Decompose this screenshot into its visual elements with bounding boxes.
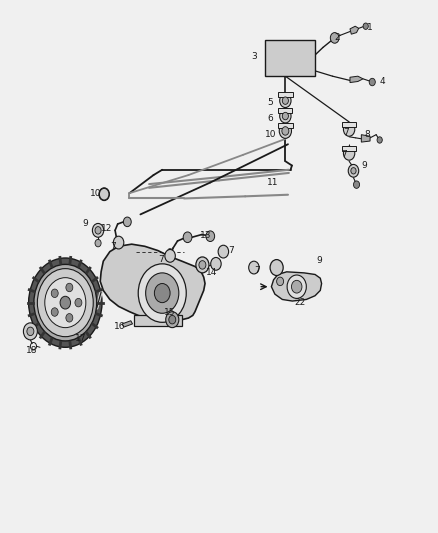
Text: 8: 8 [364,130,370,139]
Text: 17: 17 [75,334,86,343]
Polygon shape [100,244,205,321]
Text: 3: 3 [251,52,257,61]
Circle shape [92,223,104,237]
Text: 22: 22 [294,298,305,307]
Circle shape [183,232,192,243]
Circle shape [330,33,339,43]
Text: 1: 1 [367,23,372,32]
Text: 9: 9 [361,161,367,170]
Circle shape [169,316,176,324]
Bar [279,108,292,113]
Circle shape [51,289,58,297]
Bar [134,316,182,326]
Circle shape [34,264,97,341]
Circle shape [218,245,229,258]
Circle shape [138,264,186,322]
Circle shape [60,296,71,309]
Text: 7: 7 [343,128,349,137]
Circle shape [99,188,110,200]
Circle shape [23,323,37,340]
Circle shape [369,78,375,86]
Circle shape [249,261,259,274]
Circle shape [154,284,170,303]
Text: 12: 12 [101,224,113,233]
Circle shape [146,273,179,313]
Circle shape [28,258,102,348]
Circle shape [291,280,302,293]
Circle shape [66,313,73,322]
Polygon shape [350,26,359,34]
Circle shape [113,236,124,249]
Bar [278,123,293,128]
Circle shape [270,260,283,276]
Circle shape [211,257,221,270]
Circle shape [166,312,179,328]
Text: 4: 4 [380,77,385,86]
Text: 10: 10 [265,130,276,139]
Circle shape [206,231,215,241]
Text: 7: 7 [228,246,234,255]
Bar [342,146,356,151]
Bar [342,122,356,127]
Circle shape [37,269,93,337]
Polygon shape [272,272,321,301]
Circle shape [277,277,284,286]
Circle shape [343,123,355,136]
Text: 11: 11 [266,178,278,187]
Circle shape [124,217,131,227]
Circle shape [343,147,355,160]
Text: 14: 14 [206,269,217,277]
Circle shape [363,23,368,29]
Circle shape [199,261,206,269]
Circle shape [282,127,289,135]
Bar [278,92,293,98]
Circle shape [377,137,382,143]
Text: 13: 13 [200,231,212,240]
Circle shape [283,112,288,120]
Polygon shape [122,321,133,327]
Text: 9: 9 [82,220,88,229]
Circle shape [353,181,360,188]
Polygon shape [350,76,363,83]
Text: 10: 10 [90,189,102,198]
Circle shape [45,278,86,328]
Text: 7: 7 [342,150,347,159]
Circle shape [280,109,291,123]
Circle shape [51,308,58,316]
Text: 2: 2 [334,34,340,43]
Circle shape [66,283,73,292]
Text: 18: 18 [25,346,37,355]
Circle shape [196,257,209,273]
Circle shape [75,298,82,307]
Polygon shape [361,135,370,142]
Text: 16: 16 [114,322,126,331]
Circle shape [348,165,359,177]
Circle shape [287,275,306,298]
Text: 6: 6 [268,114,273,123]
Text: 7: 7 [159,255,164,264]
Bar [265,40,315,76]
Circle shape [27,327,34,336]
Text: 5: 5 [268,98,273,107]
Circle shape [280,94,291,108]
Text: 9: 9 [317,256,322,265]
Text: 15: 15 [164,308,175,317]
Circle shape [165,249,175,262]
Circle shape [95,227,101,234]
Circle shape [279,124,291,139]
Circle shape [351,167,356,174]
Circle shape [283,97,288,104]
Text: 7: 7 [254,266,260,274]
Text: 7: 7 [110,243,116,252]
Circle shape [95,239,101,247]
Circle shape [99,188,109,200]
